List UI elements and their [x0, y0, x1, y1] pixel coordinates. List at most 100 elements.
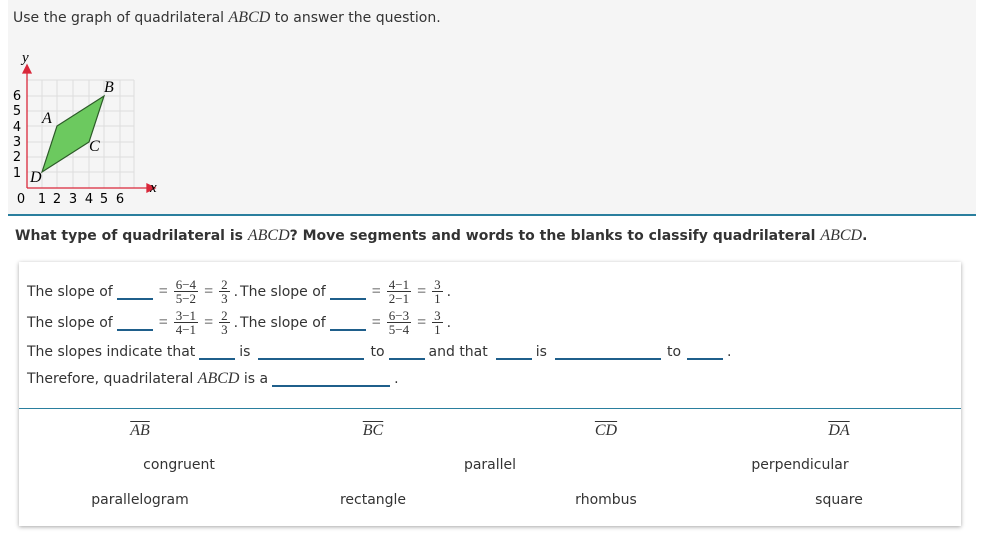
- word-tile[interactable]: perpendicular: [751, 457, 849, 473]
- tick-label: 6: [116, 192, 124, 207]
- text: The slopes indicate that: [27, 344, 196, 360]
- numerator: 2: [219, 277, 230, 292]
- text: and that: [428, 344, 488, 360]
- numerator: 6−3: [386, 308, 412, 323]
- numerator: 6−4: [173, 277, 199, 292]
- word-tile[interactable]: parallel: [463, 457, 517, 473]
- denominator: 3: [221, 291, 228, 306]
- text: to answer the question.: [270, 10, 441, 26]
- blank[interactable]: [199, 344, 236, 360]
- denominator: 5−4: [388, 322, 410, 337]
- blank[interactable]: [388, 344, 425, 360]
- word-tile[interactable]: rhombus: [575, 492, 637, 508]
- numerator: 4−1: [386, 277, 412, 292]
- denominator: 4−1: [175, 322, 197, 337]
- tick-label: 1: [38, 192, 46, 207]
- tick-label: 3: [13, 135, 21, 150]
- denominator: 5−2: [175, 291, 197, 306]
- word-tile[interactable]: square: [815, 492, 863, 508]
- divider: [19, 408, 961, 409]
- prompt: Use the graph of quadrilateral ABCD to a…: [13, 9, 441, 27]
- segment-tile[interactable]: DA: [828, 422, 850, 439]
- blank[interactable]: [329, 284, 366, 300]
- text: The slope of: [27, 314, 113, 331]
- tick-label: 2: [53, 192, 61, 207]
- text: to: [370, 344, 385, 360]
- equals: =: [371, 313, 381, 331]
- math: ABCD: [197, 370, 240, 387]
- conclusion-row: The slopes indicate that is to and that …: [27, 344, 731, 360]
- vertex-label: A: [41, 110, 52, 127]
- blank[interactable]: [329, 315, 366, 331]
- slope-row: The slope of = 3−1 4−1 = 2 3. The slope of = 6−3 5…: [27, 309, 451, 336]
- tick-label: 2: [13, 150, 21, 165]
- text: The slope of: [240, 314, 326, 331]
- graph: x y 0 1 2 3 4 5 6 1 2 3 4 5 6 A B C D: [13, 50, 157, 207]
- tick-label: 6: [13, 89, 21, 104]
- text: .: [446, 283, 452, 300]
- segment-tile[interactable]: CD: [594, 422, 618, 439]
- slope-row: The slope of = 6−4 5−2 = 2 3. The slope of = 4−1 2…: [27, 278, 451, 305]
- fraction: 6−4 5−2: [173, 277, 199, 306]
- fraction: 6−3 5−4: [386, 308, 412, 337]
- tick-label: 5: [100, 192, 108, 207]
- numerator: 3: [432, 308, 443, 323]
- blank[interactable]: [687, 344, 724, 360]
- tick-label: 4: [13, 120, 21, 135]
- graph-panel: [8, 0, 976, 216]
- equals: =: [417, 313, 427, 331]
- text: is: [239, 344, 251, 360]
- equals: =: [158, 282, 168, 300]
- tick-label: 3: [69, 192, 77, 207]
- segment-tile[interactable]: AB: [130, 422, 150, 439]
- denominator: 2−1: [388, 291, 410, 306]
- numerator: 3−1: [173, 308, 199, 323]
- tick-label: 1: [13, 166, 21, 181]
- blank[interactable]: [116, 284, 153, 300]
- math: ABCD: [820, 227, 863, 244]
- blank[interactable]: [258, 344, 365, 360]
- text: .: [233, 283, 239, 300]
- word-tile[interactable]: parallelogram: [91, 492, 189, 508]
- answer-box: [19, 262, 961, 526]
- text: is a: [243, 371, 269, 387]
- blank[interactable]: [554, 344, 661, 360]
- numerator: 2: [219, 308, 230, 323]
- text: What type of quadrilateral is: [15, 228, 248, 244]
- text: .: [727, 344, 732, 360]
- text: ? Move segments and words to the blanks …: [289, 228, 821, 244]
- vertex-label: B: [104, 79, 114, 96]
- numerator: 3: [432, 277, 443, 292]
- text: The slope of: [27, 283, 113, 300]
- fraction: 4−1 2−1: [386, 277, 412, 306]
- blank[interactable]: [272, 371, 391, 387]
- text: The slope of: [240, 283, 326, 300]
- text: .: [394, 371, 399, 387]
- denominator: 1: [434, 291, 441, 306]
- segment-tile[interactable]: BC: [362, 422, 384, 439]
- text: .: [862, 228, 868, 244]
- tick-label: 4: [85, 192, 93, 207]
- word-tile[interactable]: rectangle: [339, 492, 407, 508]
- math: ABCD: [247, 227, 290, 244]
- math: ABCD: [228, 9, 271, 26]
- text: Use the graph of quadrilateral: [13, 10, 229, 26]
- question: What type of quadrilateral is ABCD? Move…: [15, 227, 867, 245]
- text: .: [233, 314, 239, 331]
- denominator: 3: [221, 322, 228, 337]
- word-tile[interactable]: congruent: [143, 457, 215, 473]
- text: is: [535, 344, 547, 360]
- equals: =: [371, 282, 381, 300]
- tick-label: 0: [17, 192, 25, 207]
- equals: =: [204, 313, 214, 331]
- text: .: [446, 314, 452, 331]
- blank[interactable]: [495, 344, 532, 360]
- axis-label: x: [149, 180, 157, 196]
- blank[interactable]: [116, 315, 153, 331]
- quadrilateral: [40, 94, 106, 174]
- text: Therefore, quadrilateral: [27, 371, 194, 387]
- conclusion-row: Therefore, quadrilateral ABCD is a.: [27, 370, 399, 388]
